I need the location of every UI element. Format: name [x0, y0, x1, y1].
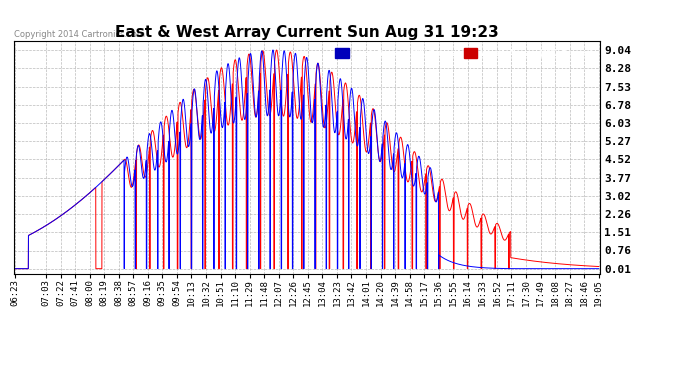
- Legend: East Array (DC Amps), West Array (DC Amps): East Array (DC Amps), West Array (DC Amp…: [333, 46, 595, 61]
- Title: East & West Array Current Sun Aug 31 19:23: East & West Array Current Sun Aug 31 19:…: [115, 25, 499, 40]
- Text: Copyright 2014 Cartronics.com: Copyright 2014 Cartronics.com: [14, 30, 145, 39]
